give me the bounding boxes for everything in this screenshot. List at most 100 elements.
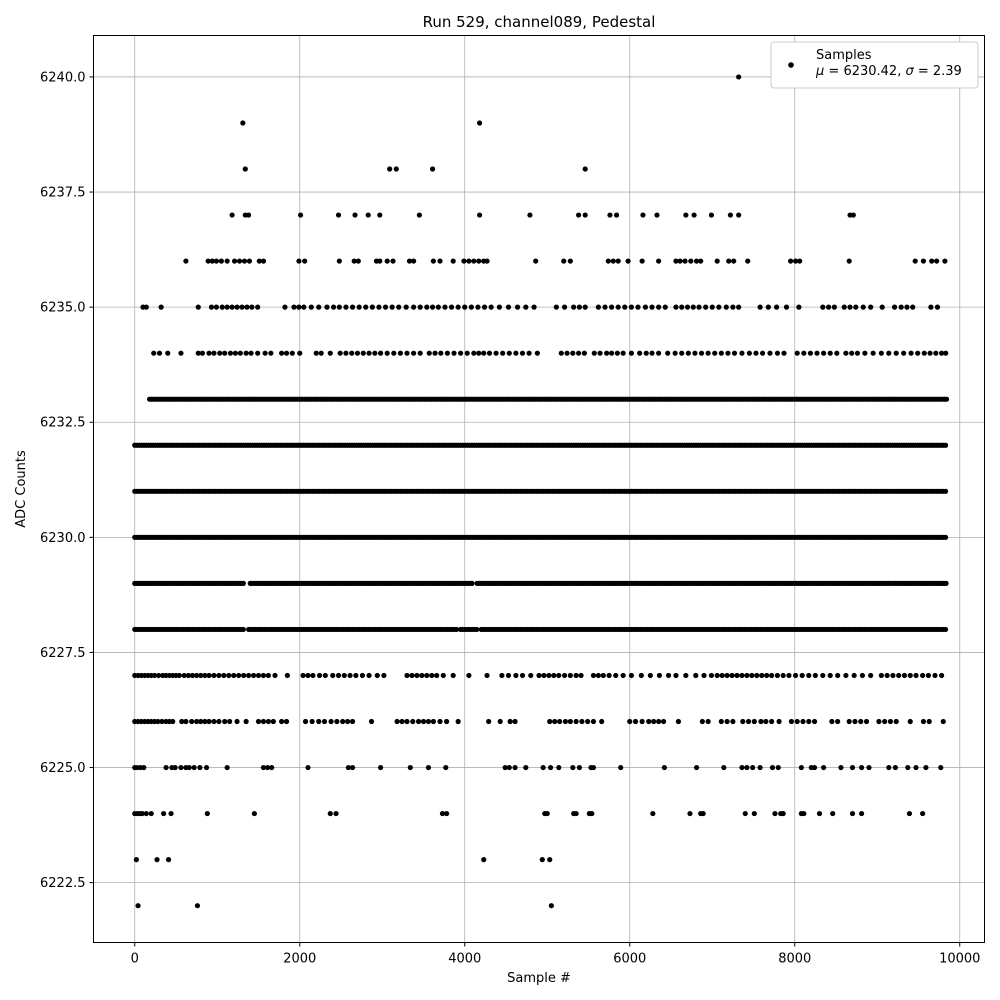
data-point — [851, 672, 857, 679]
data-point — [943, 396, 950, 402]
data-point — [260, 718, 267, 725]
data-point — [827, 672, 833, 679]
data-point — [690, 304, 696, 310]
data-point — [843, 672, 849, 679]
data-point — [625, 258, 631, 264]
data-point — [938, 764, 944, 771]
data-point — [195, 304, 201, 310]
data-point — [239, 304, 245, 310]
data-point — [794, 350, 800, 356]
data-point — [148, 810, 154, 817]
data-point — [788, 258, 794, 264]
data-point — [891, 304, 898, 310]
data-point — [242, 212, 248, 218]
data-point — [590, 764, 597, 771]
data-point — [547, 764, 554, 771]
data-point — [429, 166, 436, 172]
data-point — [758, 718, 764, 725]
data-point — [933, 350, 939, 356]
data-point — [308, 304, 314, 310]
data-point — [582, 166, 588, 172]
data-point — [570, 350, 576, 356]
data-point — [430, 258, 436, 264]
data-point — [226, 672, 232, 679]
data-point — [546, 672, 552, 679]
data-point — [486, 718, 492, 725]
data-point — [604, 350, 610, 356]
x-tick-label: 2000 — [283, 952, 316, 967]
data-point — [769, 718, 775, 725]
data-point — [159, 718, 165, 725]
data-point — [336, 258, 342, 264]
data-point — [185, 672, 191, 679]
data-point — [488, 304, 494, 310]
data-point — [730, 304, 736, 310]
data-point — [297, 212, 304, 218]
data-point — [821, 350, 827, 356]
data-point — [211, 350, 217, 356]
data-points — [132, 74, 950, 909]
data-point — [296, 258, 302, 264]
data-point — [788, 718, 795, 725]
data-point — [340, 718, 346, 725]
data-point — [850, 212, 856, 218]
data-point — [656, 718, 662, 725]
data-point — [920, 672, 926, 679]
data-point — [775, 764, 781, 771]
data-point — [800, 718, 806, 725]
data-point — [236, 258, 243, 264]
data-point — [369, 304, 375, 310]
data-point — [640, 212, 646, 218]
data-point — [660, 718, 667, 725]
data-point — [600, 672, 606, 679]
data-point — [934, 304, 941, 310]
data-point — [884, 672, 890, 679]
data-point — [701, 672, 707, 679]
data-point — [484, 672, 490, 679]
data-point — [461, 258, 467, 264]
data-point — [227, 350, 234, 356]
data-point — [745, 718, 752, 725]
data-point — [420, 718, 427, 725]
data-point — [234, 718, 240, 725]
data-point — [240, 580, 246, 586]
data-point — [313, 350, 319, 356]
data-point — [156, 672, 162, 679]
data-point — [302, 258, 308, 264]
data-point — [582, 304, 588, 310]
data-point — [363, 304, 369, 310]
data-point — [374, 672, 380, 679]
data-point — [404, 350, 410, 356]
data-point — [251, 810, 257, 817]
data-point — [268, 350, 274, 356]
data-point — [693, 764, 700, 771]
data-point — [195, 350, 201, 356]
data-point — [407, 764, 413, 771]
data-point — [240, 120, 246, 126]
y-tick-label: 6232.5 — [40, 416, 86, 431]
data-point — [915, 350, 921, 356]
data-point — [860, 304, 866, 310]
data-point — [858, 810, 865, 817]
data-point — [679, 304, 685, 310]
data-point — [739, 764, 745, 771]
data-point — [739, 672, 745, 679]
data-point — [523, 764, 529, 771]
data-point — [651, 718, 657, 725]
legend-box — [770, 41, 979, 89]
data-point — [393, 166, 399, 172]
data-point — [749, 672, 755, 679]
legend-sigma-value: = 2.39 — [914, 64, 962, 79]
data-point — [513, 350, 519, 356]
data-point — [665, 672, 672, 679]
data-point — [561, 672, 568, 679]
data-point — [493, 350, 499, 356]
data-point — [282, 304, 288, 310]
data-point — [628, 304, 635, 310]
data-point — [211, 718, 217, 725]
data-point — [627, 718, 633, 725]
data-point — [178, 350, 184, 356]
data-point — [570, 764, 576, 771]
data-point — [772, 810, 778, 817]
data-point — [703, 304, 709, 310]
